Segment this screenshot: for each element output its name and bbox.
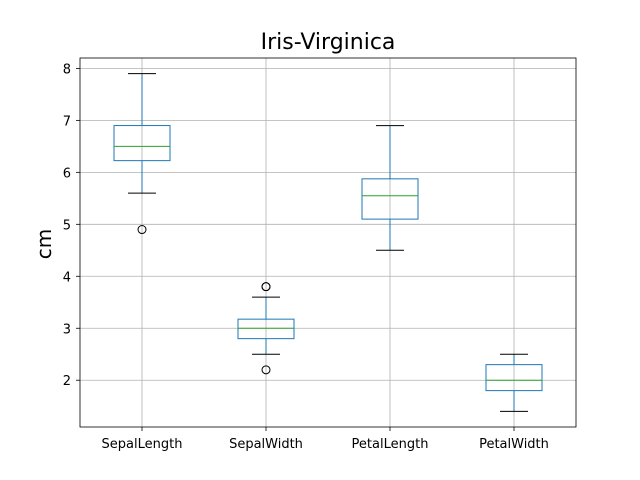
y-tick-label: 4	[63, 270, 71, 285]
box-SepalWidth	[237, 282, 295, 375]
box-rect	[485, 364, 543, 392]
x-tick-label: PetalWidth	[479, 437, 549, 452]
outlier-point	[261, 282, 271, 292]
plot-frame	[79, 57, 577, 428]
y-axis-label: cm	[32, 229, 56, 259]
y-tick-label: 6	[63, 166, 71, 181]
x-tick-label: SepalLength	[102, 437, 183, 452]
ticks-group: 2 3 4 5 6 7 8 SepalLength SepalWidth PetalLength P…	[63, 62, 549, 452]
y-tick-label: 2	[63, 374, 71, 389]
box-SepalLength	[113, 73, 171, 235]
outlier-point	[137, 225, 147, 235]
y-tick-label: 7	[63, 114, 71, 129]
y-tick-label: 5	[63, 218, 71, 233]
boxes-group	[113, 73, 543, 412]
box-rect	[237, 318, 295, 340]
chart-title: Iris-Virginica	[261, 30, 396, 55]
y-tick-label: 3	[63, 322, 71, 337]
box-PetalLength	[361, 125, 419, 251]
box-rect	[113, 125, 171, 162]
box-rect	[361, 178, 419, 220]
x-tick-label: SepalWidth	[229, 437, 303, 452]
y-tick-label: 8	[63, 62, 71, 77]
outlier-point	[261, 365, 271, 375]
grid-lines	[80, 58, 576, 427]
x-tick-label: PetalLength	[352, 437, 429, 452]
box-PetalWidth	[485, 353, 543, 412]
